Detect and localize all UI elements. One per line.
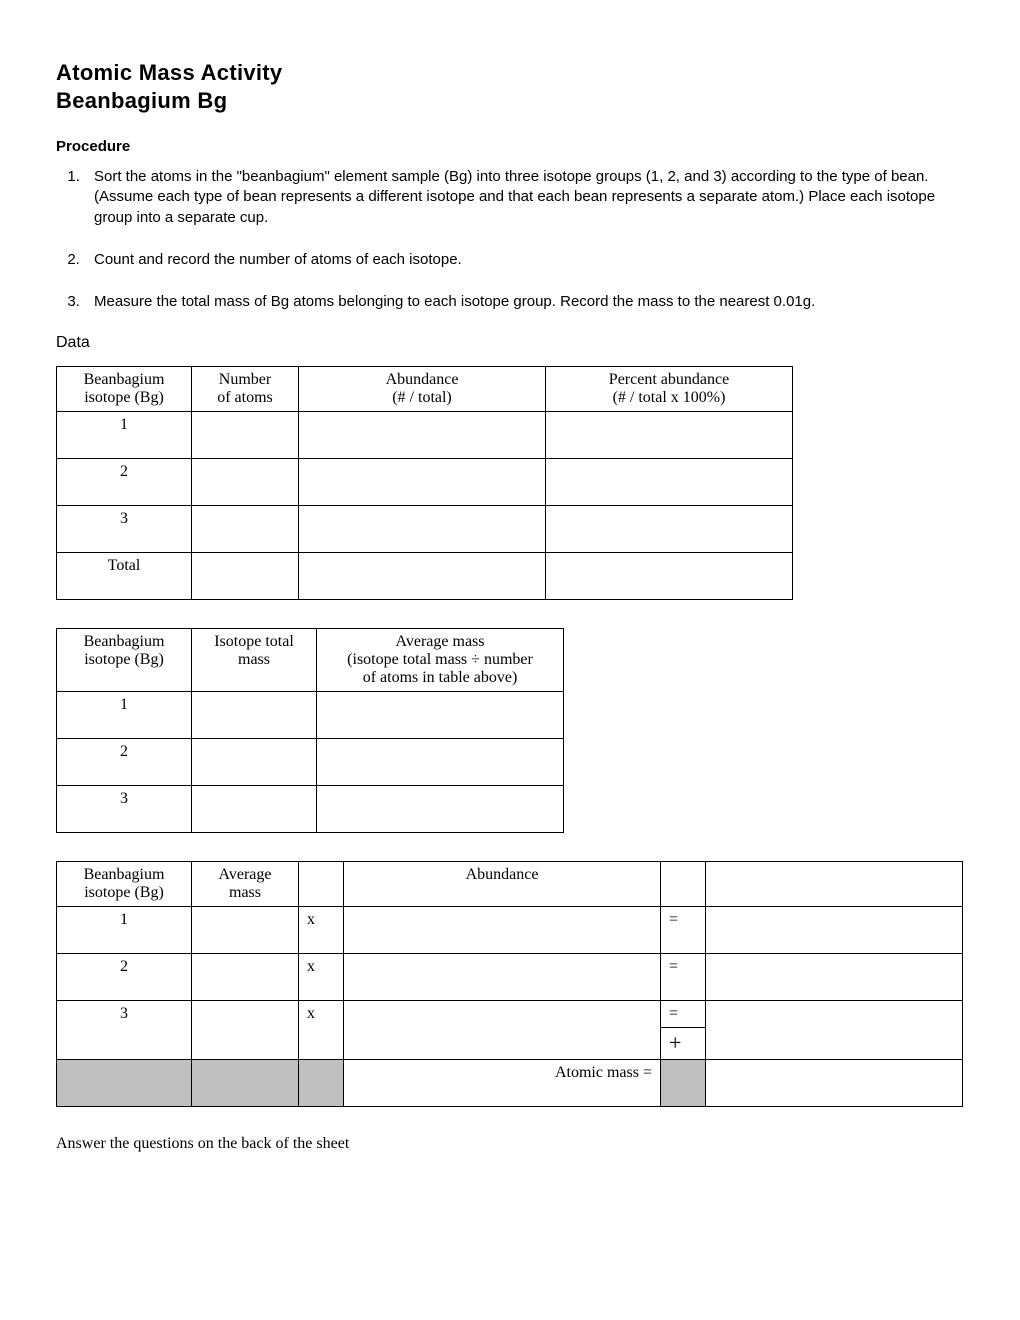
data-cell[interactable] xyxy=(192,459,299,506)
data-cell[interactable] xyxy=(344,1001,661,1060)
data-cell[interactable] xyxy=(317,739,564,786)
data-cell[interactable] xyxy=(299,506,546,553)
equals-cell: = xyxy=(661,1001,706,1028)
row-label: 2 xyxy=(57,459,192,506)
procedure-item: Sort the atoms in the "beanbagium" eleme… xyxy=(84,167,964,228)
col-header xyxy=(706,862,963,907)
data-cell[interactable] xyxy=(706,907,963,954)
data-cell[interactable] xyxy=(192,907,299,954)
greyed-cell xyxy=(192,1060,299,1107)
atomic-mass-label: Atomic mass = xyxy=(344,1060,661,1107)
col-header: Isotope totalmass xyxy=(192,629,317,692)
procedure-list: Sort the atoms in the "beanbagium" eleme… xyxy=(84,167,964,312)
title-line-1: Atomic Mass Activity xyxy=(56,60,964,86)
col-header: Beanbagiumisotope (Bg) xyxy=(57,367,192,412)
data-cell[interactable] xyxy=(192,954,299,1001)
procedure-item: Count and record the number of atoms of … xyxy=(84,250,964,270)
data-cell[interactable] xyxy=(192,1001,299,1060)
data-cell[interactable] xyxy=(317,692,564,739)
col-header xyxy=(299,862,344,907)
operator-cell: x xyxy=(299,907,344,954)
row-label: 3 xyxy=(57,786,192,833)
col-header: Percent abundance(# / total x 100%) xyxy=(546,367,793,412)
data-cell[interactable] xyxy=(546,459,793,506)
data-cell[interactable] xyxy=(546,553,793,600)
data-cell[interactable] xyxy=(299,553,546,600)
data-cell[interactable] xyxy=(344,907,661,954)
title-line-2: Beanbagium Bg xyxy=(56,88,964,114)
data-heading: Data xyxy=(56,334,964,352)
data-cell[interactable] xyxy=(706,954,963,1001)
data-cell[interactable] xyxy=(299,459,546,506)
col-header: Beanbagiumisotope (Bg) xyxy=(57,629,192,692)
data-cell[interactable] xyxy=(192,692,317,739)
col-header: Numberof atoms xyxy=(192,367,299,412)
greyed-cell xyxy=(299,1060,344,1107)
row-label: 1 xyxy=(57,907,192,954)
abundance-table: Beanbagiumisotope (Bg) Numberof atoms Ab… xyxy=(56,366,793,600)
atomic-mass-result[interactable] xyxy=(706,1060,963,1107)
row-label: 3 xyxy=(57,1001,192,1060)
data-cell[interactable] xyxy=(192,553,299,600)
greyed-cell xyxy=(661,1060,706,1107)
equals-cell: = xyxy=(661,907,706,954)
data-cell[interactable] xyxy=(546,506,793,553)
row-label: 2 xyxy=(57,954,192,1001)
row-label: 3 xyxy=(57,506,192,553)
row-label: Total xyxy=(57,553,192,600)
data-cell[interactable] xyxy=(299,412,546,459)
operator-cell: x xyxy=(299,1001,344,1060)
data-cell[interactable] xyxy=(192,506,299,553)
greyed-cell xyxy=(57,1060,192,1107)
data-cell[interactable] xyxy=(317,786,564,833)
plus-icon: + xyxy=(669,1030,681,1055)
data-cell[interactable] xyxy=(192,786,317,833)
col-header: Average mass(isotope total mass ÷ number… xyxy=(317,629,564,692)
row-label: 1 xyxy=(57,412,192,459)
equals-cell: = xyxy=(661,954,706,1001)
col-header: Beanbagiumisotope (Bg) xyxy=(57,862,192,907)
data-cell[interactable] xyxy=(192,739,317,786)
operator-cell: x xyxy=(299,954,344,1001)
average-mass-table: Beanbagiumisotope (Bg) Isotope totalmass… xyxy=(56,628,564,833)
col-header: Averagemass xyxy=(192,862,299,907)
row-label: 2 xyxy=(57,739,192,786)
col-header xyxy=(661,862,706,907)
col-header: Abundance(# / total) xyxy=(299,367,546,412)
procedure-item: Measure the total mass of Bg atoms belon… xyxy=(84,292,964,312)
answer-instruction: Answer the questions on the back of the … xyxy=(56,1135,964,1153)
col-header: Abundance xyxy=(344,862,661,907)
procedure-heading: Procedure xyxy=(56,138,964,155)
atomic-mass-calc-table: Beanbagiumisotope (Bg) Averagemass Abund… xyxy=(56,861,963,1107)
data-cell[interactable] xyxy=(546,412,793,459)
data-cell[interactable] xyxy=(192,412,299,459)
plus-cell: + xyxy=(661,1028,706,1060)
data-cell[interactable] xyxy=(344,954,661,1001)
data-cell[interactable] xyxy=(706,1001,963,1060)
row-label: 1 xyxy=(57,692,192,739)
